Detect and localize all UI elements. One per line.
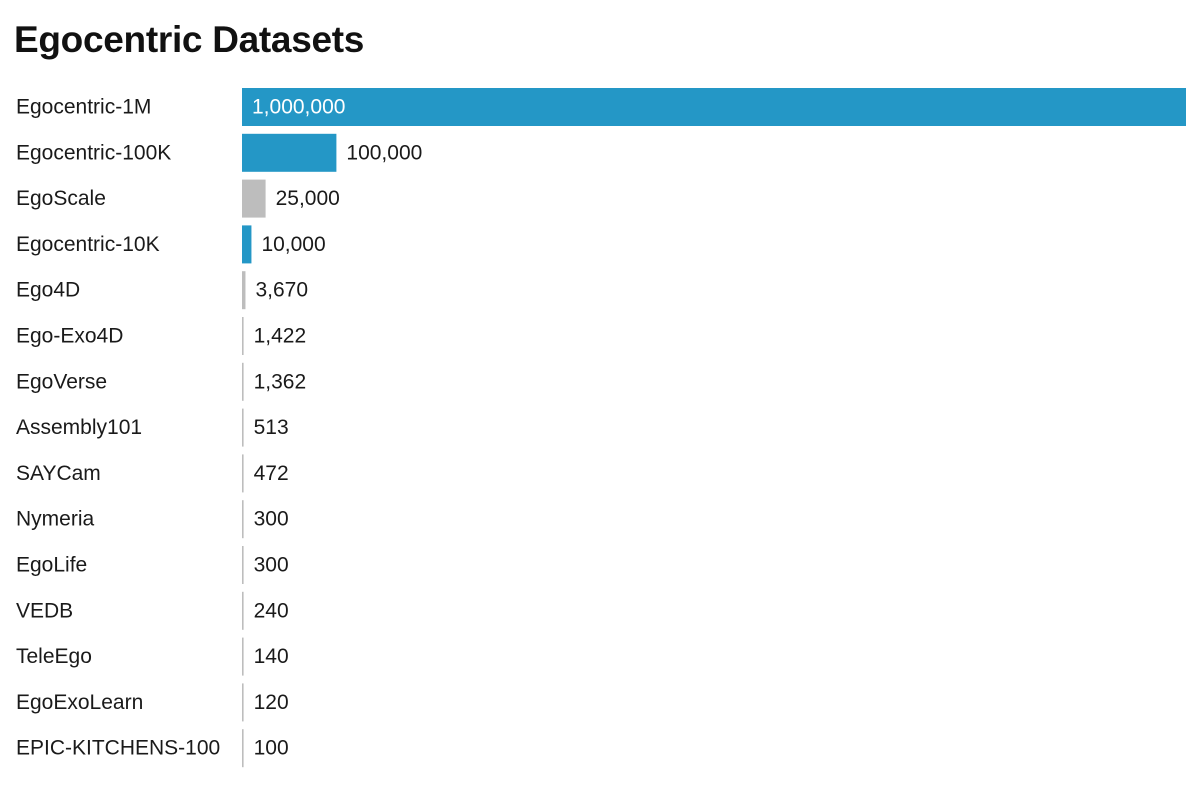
category-label: Ego-Exo4D xyxy=(16,325,123,348)
category-label: EgoVerse xyxy=(16,370,107,393)
bar xyxy=(242,591,244,630)
bar xyxy=(242,729,244,768)
value-label: 300 xyxy=(254,554,289,577)
category-label: TeleEgo xyxy=(16,645,92,668)
bar xyxy=(242,408,244,447)
value-label: 100 xyxy=(254,737,289,760)
category-label: Assembly101 xyxy=(16,416,142,439)
bar xyxy=(242,179,266,218)
category-label: Egocentric-10K xyxy=(16,233,160,256)
value-label: 300 xyxy=(254,508,289,531)
bar xyxy=(242,454,244,493)
bar xyxy=(242,637,244,676)
value-label: 25,000 xyxy=(276,187,340,210)
category-label: Egocentric-1M xyxy=(16,96,151,119)
category-label: EgoExoLearn xyxy=(16,691,143,714)
bars xyxy=(242,88,1186,768)
category-label: EPIC-KITCHENS-100 xyxy=(16,737,220,760)
value-label: 1,422 xyxy=(254,325,307,348)
bar xyxy=(242,362,244,401)
category-label: SAYCam xyxy=(16,462,101,485)
bar xyxy=(242,271,246,310)
value-label: 1,362 xyxy=(254,370,307,393)
category-label: VEDB xyxy=(16,599,73,622)
bar xyxy=(242,225,252,264)
bar xyxy=(242,317,244,355)
category-label: EgoLife xyxy=(16,554,87,577)
chart-title: Egocentric Datasets xyxy=(14,19,365,60)
value-label: 120 xyxy=(254,691,289,714)
value-label: 3,670 xyxy=(255,279,308,302)
category-label: Egocentric-100K xyxy=(16,141,171,164)
category-label: EgoScale xyxy=(16,187,106,210)
value-label: 1,000,000 xyxy=(252,96,345,119)
value-label: 240 xyxy=(254,599,289,622)
value-label: 10,000 xyxy=(261,233,325,256)
value-label: 513 xyxy=(254,416,289,439)
value-label: 472 xyxy=(254,462,289,485)
value-label: 140 xyxy=(254,645,289,668)
bar xyxy=(242,683,244,722)
category-label: Nymeria xyxy=(16,508,94,531)
bar xyxy=(242,546,244,584)
value-label: 100,000 xyxy=(346,141,422,164)
bar xyxy=(242,133,337,172)
bar xyxy=(242,500,244,539)
bar xyxy=(242,88,1186,126)
category-labels: Egocentric-1M Egocentric-100K EgoScale Egoc… xyxy=(16,96,220,760)
category-label: Ego4D xyxy=(16,279,80,302)
